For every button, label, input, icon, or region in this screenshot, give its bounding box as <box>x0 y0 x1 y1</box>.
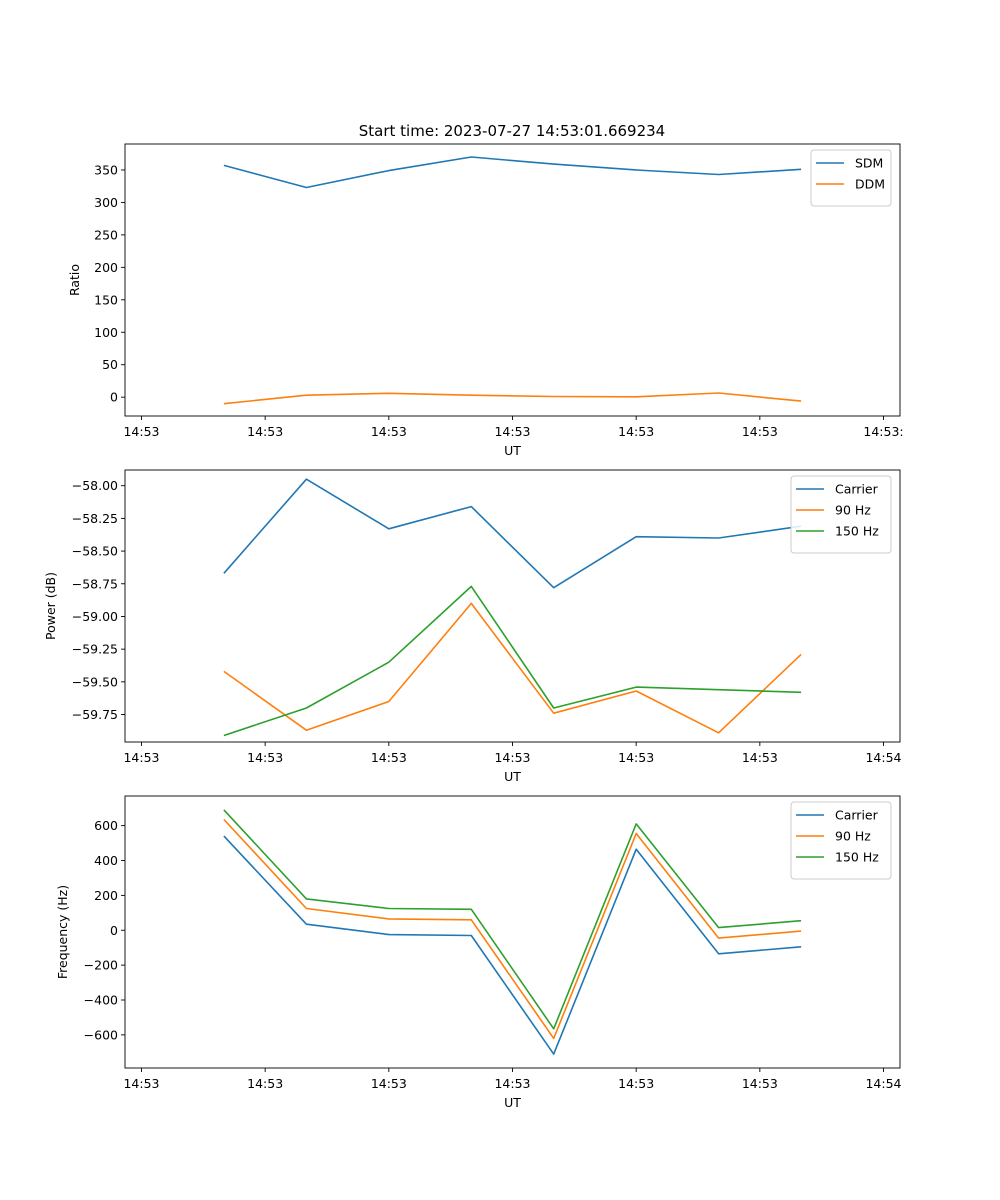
y-axis-label: Power (dB) <box>43 572 58 640</box>
y-tick-label: 250 <box>94 227 118 242</box>
y-tick-label: 200 <box>94 888 118 903</box>
y-tick-label: −600 <box>84 1027 118 1042</box>
y-tick-label: −59.00 <box>72 609 118 624</box>
y-tick-label: −59.25 <box>72 642 118 657</box>
y-tick-label: 0 <box>110 390 118 405</box>
x-tick-label: 14:53 <box>618 1076 654 1091</box>
legend-label: 90 Hz <box>835 829 871 844</box>
x-tick-label: 14:53 <box>123 1076 159 1091</box>
legend-label: 150 Hz <box>835 524 879 539</box>
y-tick-label: 600 <box>94 818 118 833</box>
series-line-150-hz <box>223 585 802 737</box>
series-line-90-hz <box>223 818 802 1040</box>
y-tick-label: 0 <box>110 923 118 938</box>
y-tick-label: −400 <box>84 993 118 1008</box>
series-line-90-hz <box>223 602 802 734</box>
x-tick-label: 14:53 <box>371 750 407 765</box>
legend-label: Carrier <box>835 482 879 497</box>
y-tick-label: −58.50 <box>72 544 118 559</box>
legend: Carrier 90 Hz 150 Hz <box>790 801 892 880</box>
x-tick-label: 14:53 <box>742 424 778 439</box>
y-tick-label: −58.25 <box>72 511 118 526</box>
x-axis-label: UT <box>504 443 521 458</box>
x-tick-label: 14:53 <box>618 750 654 765</box>
legend-box <box>810 149 892 207</box>
legend-label: SDM <box>855 156 883 171</box>
x-tick-label: 14:53: <box>863 424 903 439</box>
x-tick-label: 14:53 <box>247 1076 283 1091</box>
series-line-carrier <box>223 835 802 1055</box>
x-tick-label: 14:53 <box>247 424 283 439</box>
y-tick-label: 150 <box>94 292 118 307</box>
x-axis-label: UT <box>504 1095 521 1110</box>
y-tick-label: −58.00 <box>72 478 118 493</box>
axes-frame <box>124 469 901 743</box>
series-line-ddm <box>223 392 802 405</box>
y-tick-label: −59.50 <box>72 674 118 689</box>
x-tick-label: 14:53 <box>494 1076 530 1091</box>
axes-frame <box>124 143 901 417</box>
x-tick-label: 14:53 <box>494 424 530 439</box>
charts: 14:53 14:53 14:53 14:53 14:53 14:53 14:53: 0 50 1… <box>43 143 904 1110</box>
series-line-carrier <box>223 478 802 589</box>
y-axis-label: Frequency (Hz) <box>55 885 70 979</box>
series-line-150-hz <box>223 809 802 1030</box>
y-tick-label: 200 <box>94 260 118 275</box>
y-axis-label: Ratio <box>67 264 82 296</box>
chart-power: 14:53 14:53 14:53 14:53 14:53 14:53 14:54 −59.7… <box>43 469 902 784</box>
legend-label: Carrier <box>835 808 879 823</box>
x-tick-label: 14:53 <box>742 1076 778 1091</box>
y-tick-label: 400 <box>94 853 118 868</box>
x-tick-label: 14:54 <box>865 1076 901 1091</box>
chart-frequency: 14:53 14:53 14:53 14:53 14:53 14:53 14:54 −600 −… <box>55 795 902 1110</box>
y-tick-label: −59.75 <box>72 707 118 722</box>
y-tick-label: 300 <box>94 195 118 210</box>
legend-label: 90 Hz <box>835 503 871 518</box>
y-tick-label: 50 <box>102 357 118 372</box>
x-tick-label: 14:54 <box>865 750 901 765</box>
x-tick-label: 14:53 <box>247 750 283 765</box>
x-tick-label: 14:53 <box>494 750 530 765</box>
x-tick-label: 14:53 <box>618 424 654 439</box>
legend-box <box>790 801 892 880</box>
x-tick-label: 14:53 <box>123 424 159 439</box>
y-tick-label: −58.75 <box>72 576 118 591</box>
legend: SDM DDM <box>810 149 892 207</box>
legend-label: 150 Hz <box>835 850 879 865</box>
legend-box <box>790 475 892 554</box>
series-line-sdm <box>223 156 802 189</box>
x-tick-label: 14:53 <box>742 750 778 765</box>
chart-ratio: 14:53 14:53 14:53 14:53 14:53 14:53 14:53: 0 50 1… <box>67 143 904 458</box>
y-tick-label: 100 <box>94 325 118 340</box>
legend-label: DDM <box>855 177 885 192</box>
x-axis-label: UT <box>504 769 521 784</box>
y-tick-label: 350 <box>94 162 118 177</box>
x-tick-label: 14:53 <box>123 750 159 765</box>
x-tick-label: 14:53 <box>371 1076 407 1091</box>
y-tick-label: −200 <box>84 958 118 973</box>
figure-title: Start time: 2023-07-27 14:53:01.669234 <box>359 122 665 140</box>
x-tick-label: 14:53 <box>371 424 407 439</box>
legend: Carrier 90 Hz 150 Hz <box>790 475 892 554</box>
